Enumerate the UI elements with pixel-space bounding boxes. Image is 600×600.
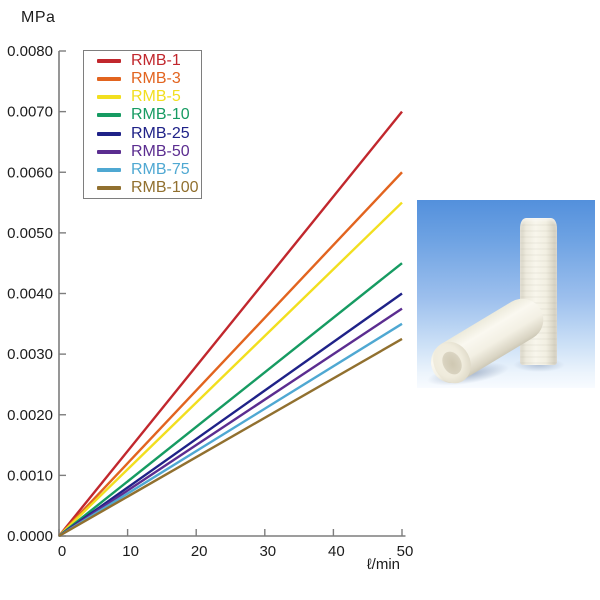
series-line-RMB-3 xyxy=(58,171,403,537)
legend-item: RMB-10 xyxy=(97,107,201,123)
y-axis-tick-label: 0.0040 xyxy=(7,286,53,303)
series-line-RMB-100 xyxy=(58,337,403,538)
legend-item: RMB-3 xyxy=(97,71,201,87)
series-line-RMB-25 xyxy=(58,292,403,537)
legend-item: RMB-50 xyxy=(97,142,201,160)
legend-label: RMB-3 xyxy=(131,70,181,88)
chart-legend: RMB-1 RMB-3 RMB-5 RMB-10 RMB-25 RMB-50 R… xyxy=(83,50,202,199)
legend-label: RMB-1 xyxy=(131,52,181,70)
series-line-RMB-10 xyxy=(58,262,403,537)
series-line-RMB-75 xyxy=(58,322,403,538)
y-axis-tick-label: 0.0010 xyxy=(7,467,53,484)
legend-label: RMB-5 xyxy=(131,88,181,106)
legend-label: RMB-25 xyxy=(131,124,190,142)
legend-label: RMB-10 xyxy=(131,106,190,124)
legend-item: RMB-1 xyxy=(97,53,201,69)
legend-swatch xyxy=(97,113,121,118)
legend-swatch xyxy=(97,167,121,172)
y-axis-tick-label: 0.0000 xyxy=(7,528,53,545)
legend-swatch xyxy=(97,77,121,82)
legend-swatch xyxy=(97,95,121,100)
x-axis-tick-label: 20 xyxy=(191,543,208,560)
legend-swatch xyxy=(97,59,121,64)
y-axis-title: MPa xyxy=(21,9,56,26)
legend-label: RMB-50 xyxy=(131,142,190,160)
x-axis-tick-label: 40 xyxy=(328,543,345,560)
legend-swatch xyxy=(97,131,121,136)
x-axis-title: ℓ/min xyxy=(366,556,400,573)
x-axis-tick-label: 0 xyxy=(58,543,66,560)
legend-swatch xyxy=(97,149,121,154)
y-axis-tick-label: 0.0030 xyxy=(7,346,53,363)
legend-label: RMB-75 xyxy=(131,160,190,178)
legend-item: RMB-75 xyxy=(97,160,201,178)
legend-item: RMB-25 xyxy=(97,124,201,142)
x-axis-tick-label: 30 xyxy=(259,543,276,560)
y-axis-tick-label: 0.0020 xyxy=(7,407,53,424)
product-photo-filter-cartridges xyxy=(417,200,595,388)
y-axis-tick-label: 0.0080 xyxy=(7,43,53,60)
legend-swatch xyxy=(97,185,121,190)
y-axis-tick-label: 0.0050 xyxy=(7,225,53,242)
y-axis-tick-label: 0.0060 xyxy=(7,164,53,181)
legend-item: RMB-100 xyxy=(97,178,201,196)
legend-label: RMB-100 xyxy=(131,178,199,196)
series-line-RMB-50 xyxy=(58,307,403,538)
x-axis-tick-label: 50 xyxy=(397,543,414,560)
legend-item: RMB-5 xyxy=(97,89,201,105)
standing-filter-cartridge xyxy=(520,218,557,365)
series-line-RMB-1 xyxy=(58,110,403,537)
y-axis-tick-label: 0.0070 xyxy=(7,104,53,121)
series-line-RMB-5 xyxy=(58,201,403,537)
x-axis-tick-label: 10 xyxy=(122,543,139,560)
